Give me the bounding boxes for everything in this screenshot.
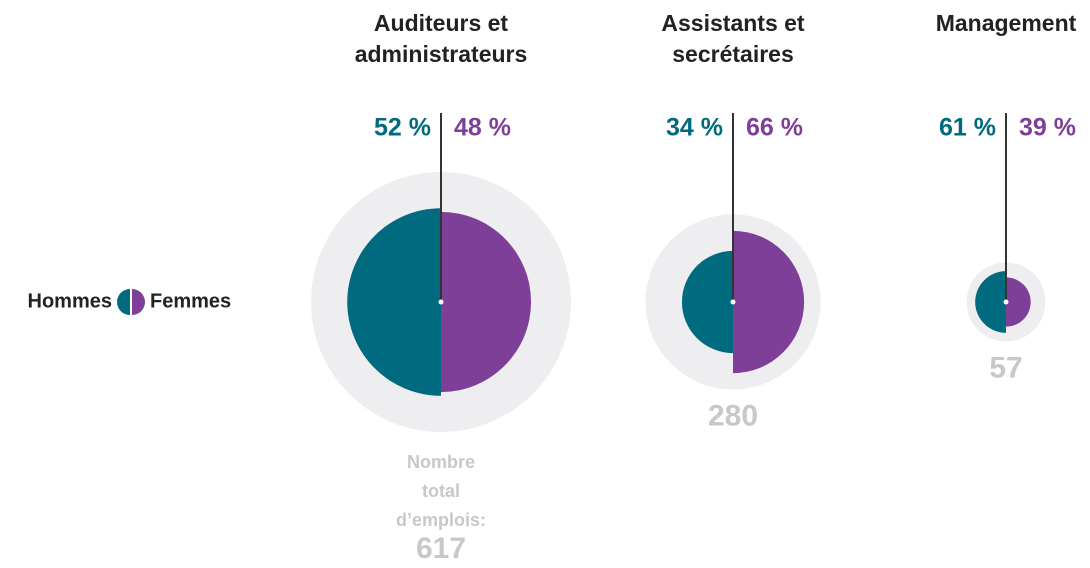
legend-label: Hommes <box>28 290 112 312</box>
legend-label: Femmes <box>150 290 231 312</box>
total-label: 280 <box>708 399 758 432</box>
men-half <box>347 208 441 396</box>
center-dot <box>1003 299 1009 305</box>
total-label: 57 <box>989 351 1022 384</box>
center-dot <box>438 299 444 305</box>
group-title: Auditeurs et administrateurs <box>354 10 528 67</box>
women-half <box>733 230 805 374</box>
men-label: 52 % <box>374 114 431 142</box>
total-note: Nombre total d’emplois: <box>395 452 486 530</box>
legend-icon <box>132 289 145 315</box>
legend-icon <box>117 289 130 315</box>
women-label: 66 % <box>746 114 803 142</box>
men-label: 34 % <box>666 114 723 142</box>
men-label: 61 % <box>939 114 996 142</box>
women-half <box>1006 277 1031 327</box>
men-half <box>975 271 1006 333</box>
women-half <box>441 211 532 393</box>
men-half <box>681 250 733 354</box>
women-label: 48 % <box>454 114 511 142</box>
group-title: Management <box>935 10 1077 36</box>
group-title: Assistants et secrétaires <box>661 10 805 67</box>
center-dot <box>730 299 736 305</box>
total-label: 617 <box>416 532 466 565</box>
women-label: 39 % <box>1019 114 1076 142</box>
